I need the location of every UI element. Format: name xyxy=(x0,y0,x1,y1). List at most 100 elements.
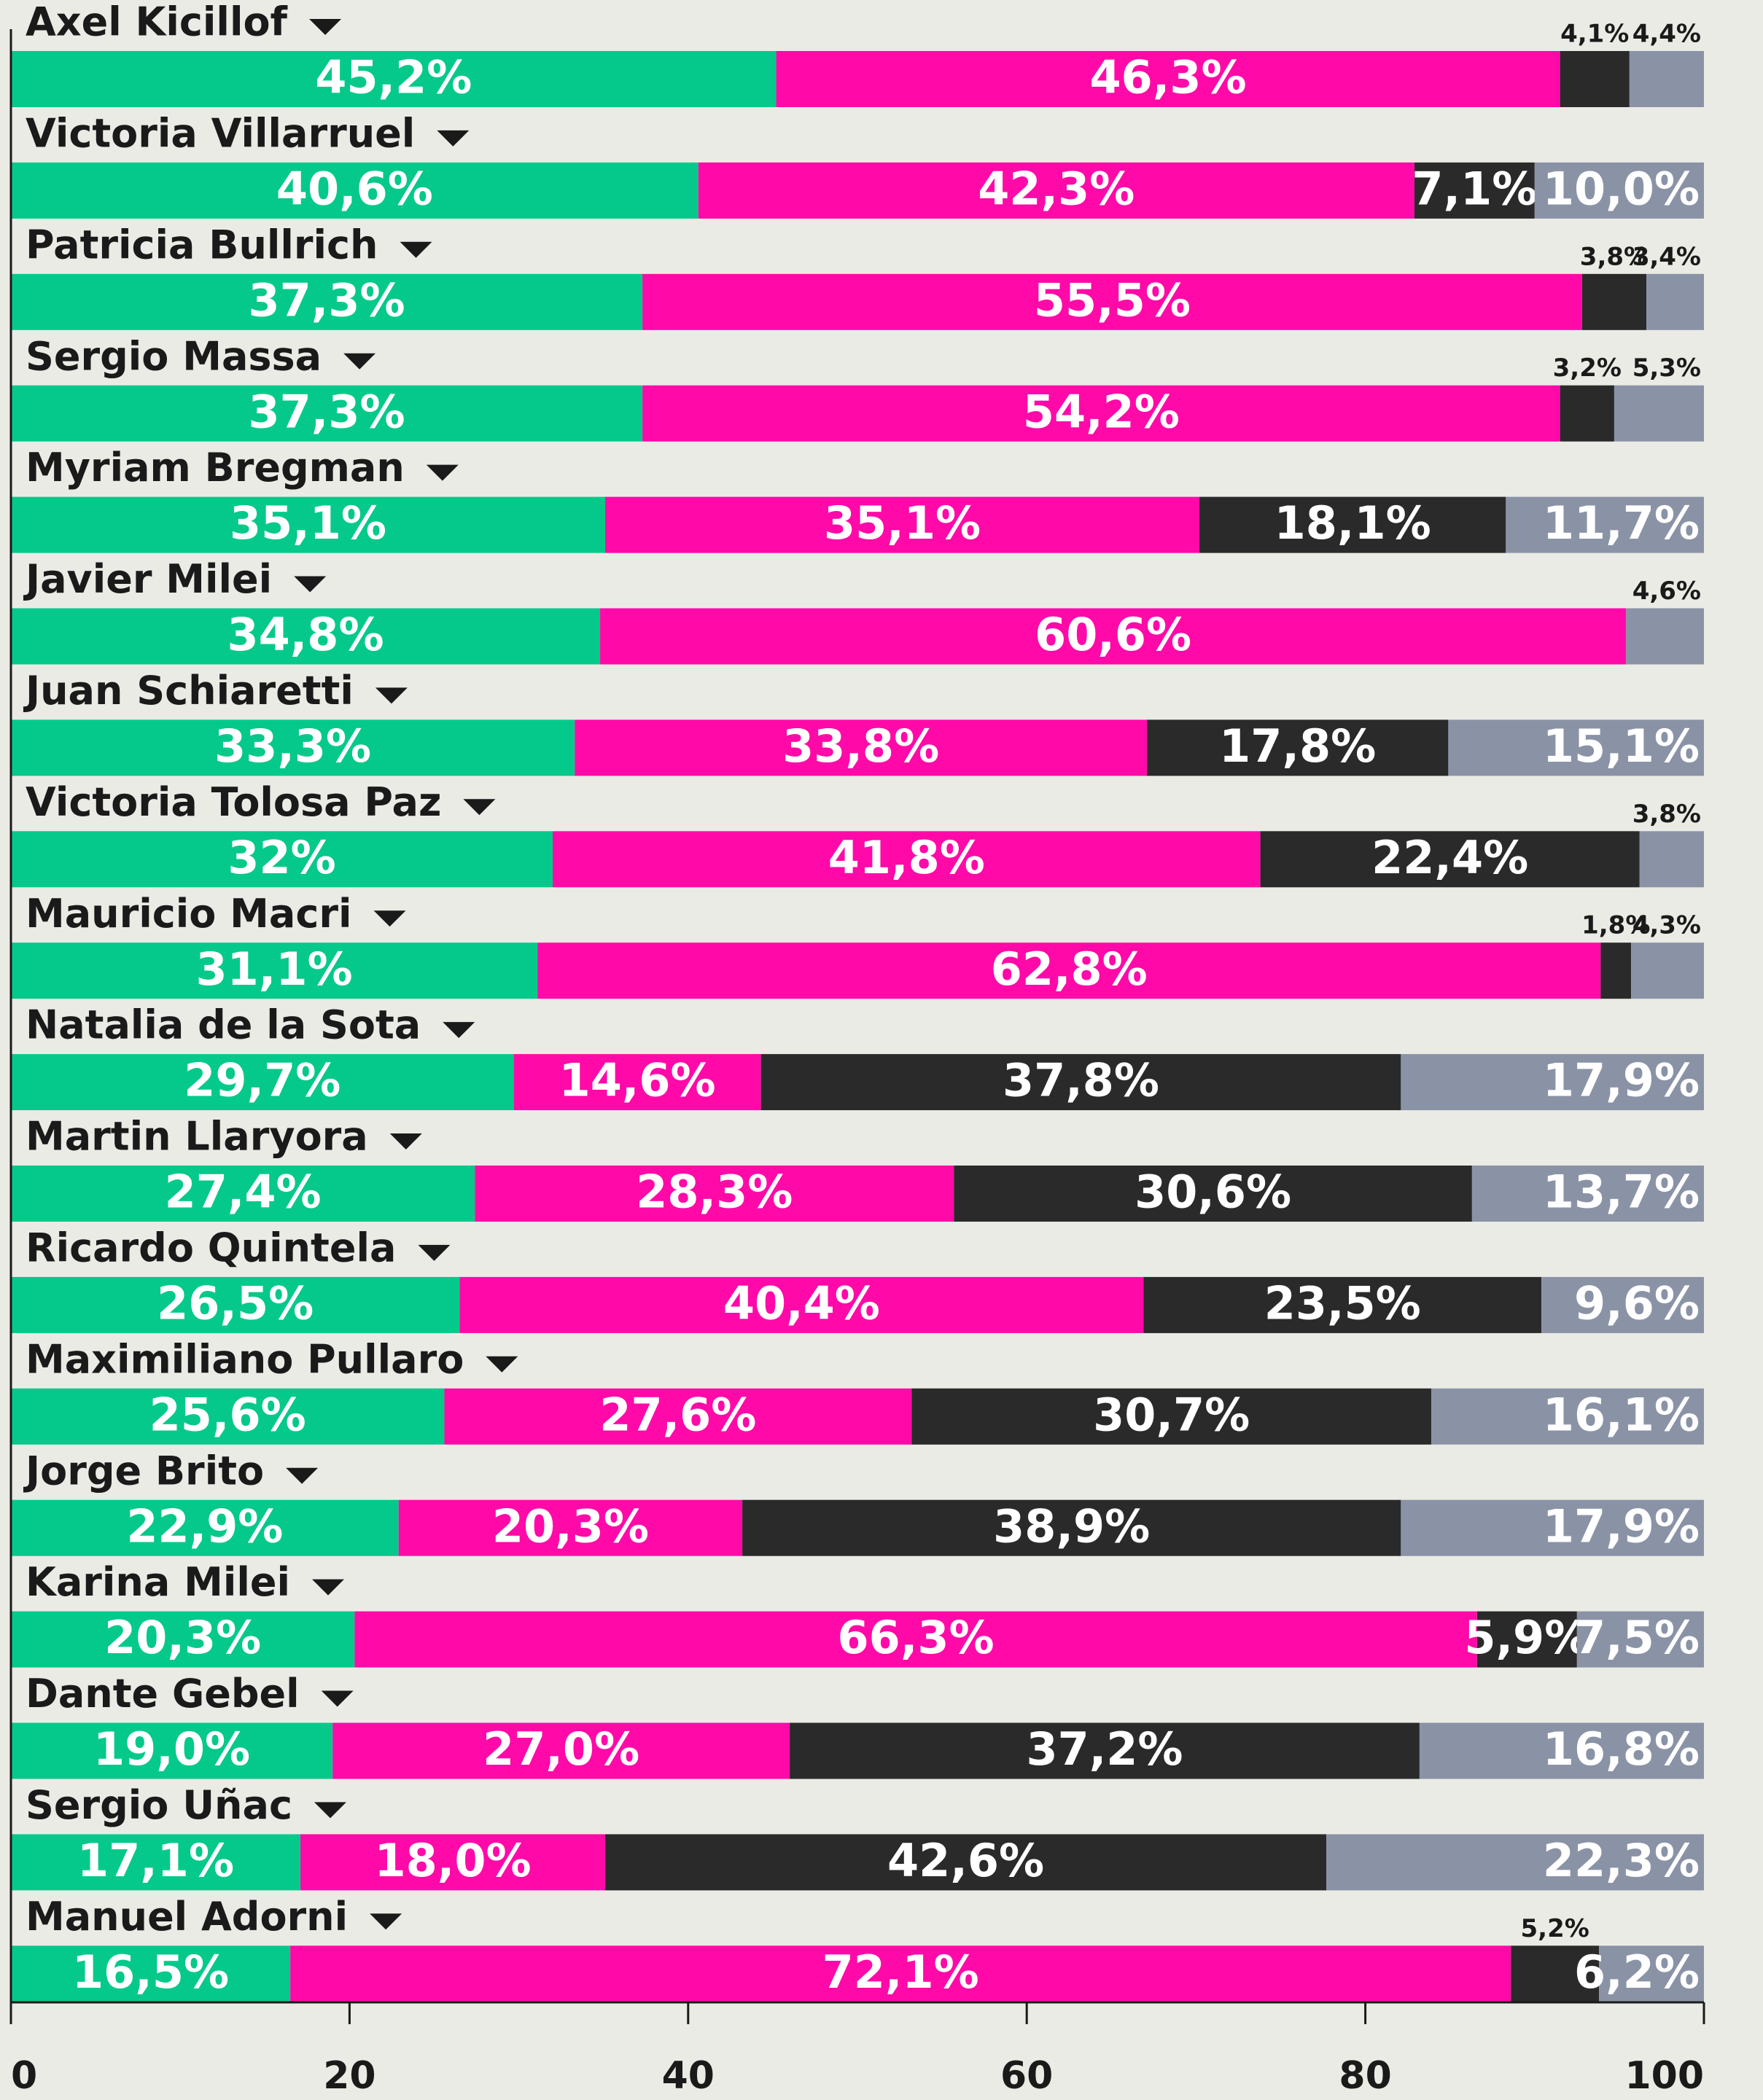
bar-segment xyxy=(11,1722,333,1779)
value-label: 18,1% xyxy=(1274,496,1431,550)
candidate-name: Dante Gebel xyxy=(26,1671,300,1717)
value-label: 42,3% xyxy=(978,162,1135,215)
dropdown-arrow[interactable] xyxy=(400,241,432,258)
bar-segment xyxy=(776,51,1560,107)
value-label: 45,2% xyxy=(315,51,472,104)
value-label: 31,1% xyxy=(196,942,353,996)
bar-segment xyxy=(290,1945,1511,2002)
value-label: 40,4% xyxy=(723,1276,880,1330)
candidate-name: Javier Milei xyxy=(23,556,272,602)
bar-segment xyxy=(1646,273,1704,330)
value-label: 26,5% xyxy=(157,1276,314,1330)
bar-segment xyxy=(537,942,1601,999)
dropdown-arrow[interactable] xyxy=(426,464,459,481)
dropdown-arrow[interactable] xyxy=(389,1133,422,1149)
value-label: 10,0% xyxy=(1543,162,1700,215)
bar-segment xyxy=(1511,1945,1600,2002)
x-tick-label: 100 xyxy=(1624,2054,1704,2098)
value-label-small: 4,6% xyxy=(1632,577,1701,606)
bar-segment xyxy=(605,1834,1327,1891)
bar-segment xyxy=(1629,51,1704,107)
bar-segment xyxy=(1581,273,1647,330)
bar-segment xyxy=(11,831,553,888)
dropdown-arrow[interactable] xyxy=(294,576,327,593)
value-label: 33,3% xyxy=(214,719,371,773)
value-label: 27,4% xyxy=(165,1166,322,1219)
bar-segment xyxy=(11,1834,301,1891)
value-label: 27,6% xyxy=(599,1388,756,1441)
value-label: 6,2% xyxy=(1574,1945,1700,1999)
bar-segment xyxy=(1260,831,1640,888)
value-label: 33,8% xyxy=(782,719,939,773)
dropdown-arrow[interactable] xyxy=(437,130,470,147)
bar-segment xyxy=(513,1054,761,1111)
dropdown-arrow[interactable] xyxy=(443,1022,475,1039)
bar-segment xyxy=(1476,1611,1577,1668)
bar-segment xyxy=(11,162,698,219)
dropdown-arrow[interactable] xyxy=(312,1579,344,1596)
dropdown-arrow[interactable] xyxy=(286,1467,319,1484)
bar-segment xyxy=(642,385,1560,442)
value-label: 16,8% xyxy=(1543,1722,1700,1776)
candidate-name: Sergio Massa xyxy=(26,333,322,379)
dropdown-arrow[interactable] xyxy=(314,1802,346,1819)
value-label: 30,6% xyxy=(1135,1166,1291,1219)
bar-segment xyxy=(1401,1054,1704,1111)
value-label-small: 5,2% xyxy=(1521,1914,1589,1943)
dropdown-arrow[interactable] xyxy=(486,1356,518,1373)
candidate-name: Natalia de la Sota xyxy=(26,1002,421,1048)
candidate-name: Patricia Bullrich xyxy=(26,222,378,268)
value-label: 62,8% xyxy=(991,942,1148,996)
value-label: 72,1% xyxy=(822,1945,979,1999)
dropdown-arrow[interactable] xyxy=(309,19,342,35)
value-label: 5,9% xyxy=(1464,1611,1589,1664)
dropdown-arrow[interactable] xyxy=(373,910,406,927)
candidate-name: Juan Schiaretti xyxy=(23,668,354,714)
candidate-name: Ricardo Quintela xyxy=(26,1225,396,1271)
bar-segment xyxy=(444,1388,912,1445)
value-label: 32% xyxy=(227,831,335,884)
value-label: 15,1% xyxy=(1543,719,1700,773)
dropdown-arrow[interactable] xyxy=(418,1244,451,1261)
bar-segment xyxy=(11,385,643,442)
bar-segment xyxy=(1147,719,1449,776)
bar-segment xyxy=(605,496,1200,553)
value-label: 55,5% xyxy=(1034,273,1191,327)
dropdown-arrow[interactable] xyxy=(463,799,496,816)
bar-segment xyxy=(1326,1834,1704,1891)
value-label-small: 3,8% xyxy=(1632,800,1701,829)
value-label-small: 3,2% xyxy=(1553,354,1622,383)
bar-segment xyxy=(1600,942,1632,999)
value-label: 25,6% xyxy=(149,1388,306,1441)
bar-segment xyxy=(1541,1276,1704,1333)
bar-segment xyxy=(1626,608,1704,665)
bar-segment xyxy=(459,1276,1144,1333)
bar-segment xyxy=(1419,1722,1704,1779)
x-tick-label: 60 xyxy=(1000,2054,1053,2098)
value-label: 37,8% xyxy=(1003,1054,1159,1107)
value-label: 54,2% xyxy=(1023,385,1180,438)
value-label: 20,3% xyxy=(492,1499,649,1553)
bar-segment xyxy=(642,273,1582,330)
value-label: 14,6% xyxy=(559,1054,716,1107)
value-label: 17,9% xyxy=(1543,1499,1700,1553)
dropdown-arrow[interactable] xyxy=(370,1913,402,1930)
bar-segment xyxy=(1631,942,1704,999)
value-label: 22,4% xyxy=(1371,831,1528,884)
candidate-name: Maximiliano Pullaro xyxy=(26,1336,464,1382)
bar-segment xyxy=(1431,1388,1704,1445)
dropdown-arrow[interactable] xyxy=(321,1690,354,1707)
dropdown-arrow[interactable] xyxy=(343,353,376,370)
bar-segment xyxy=(760,1054,1401,1111)
bar-segment xyxy=(11,1054,514,1111)
value-label: 7,1% xyxy=(1412,162,1537,215)
candidate-name: Martin Llaryora xyxy=(26,1114,368,1160)
dropdown-arrow[interactable] xyxy=(375,687,408,704)
value-label: 66,3% xyxy=(838,1611,995,1664)
value-label-small: 3,4% xyxy=(1632,242,1701,271)
bar-segment xyxy=(11,608,601,665)
bar-segment xyxy=(600,608,1627,665)
value-label-small: 4,3% xyxy=(1632,911,1701,940)
value-label: 20,3% xyxy=(104,1611,261,1664)
value-label: 38,9% xyxy=(993,1499,1150,1553)
